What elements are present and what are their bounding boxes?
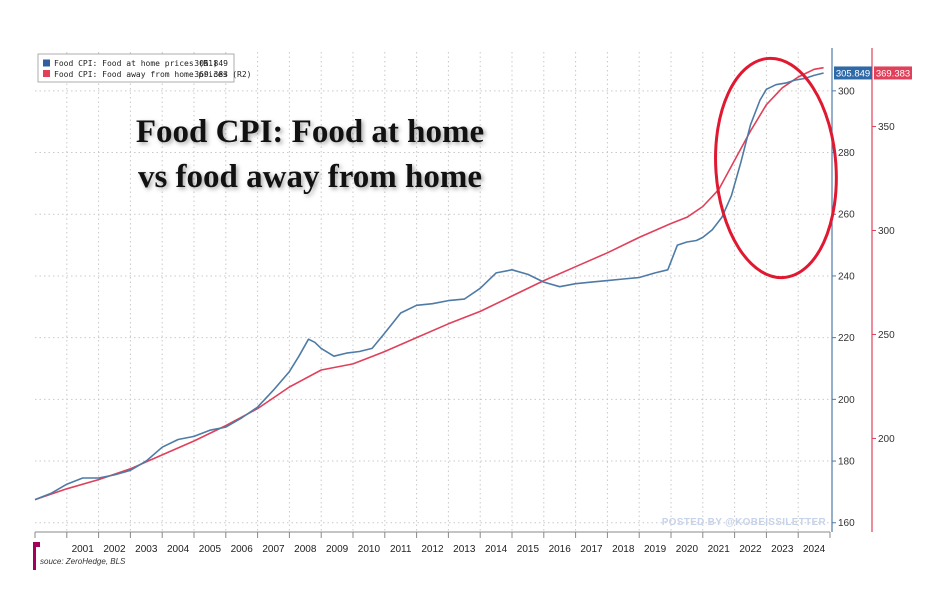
r2-tick-label: 350	[878, 122, 895, 133]
watermark: POSTED BY @KOBEISSILETTER	[662, 517, 827, 528]
chart-svg: 2001 2002 2003 2004 2005 2006 2007 2008 2009 2010…	[0, 0, 950, 594]
chart-title: Food CPI: Food at home vs food away from…	[136, 114, 484, 195]
r1-tick-label: 240	[838, 271, 855, 282]
r2-tick-label: 250	[878, 330, 895, 341]
x-tick-label: 2022	[739, 544, 762, 555]
x-tick-label: 2005	[199, 544, 222, 555]
x-tick-label: 2018	[612, 544, 635, 555]
x-tick-label: 2021	[708, 544, 731, 555]
last-value-text-food-at-home: 305.849	[836, 68, 870, 79]
x-tick-label: 2003	[135, 544, 158, 555]
r1-tick-label: 160	[838, 518, 855, 529]
chart: 2001 2002 2003 2004 2005 2006 2007 2008 2009 2010…	[0, 0, 950, 594]
legend-swatch-food-away	[43, 70, 50, 77]
x-tick-label: 2006	[231, 544, 254, 555]
chart-title-line-2: vs food away from home	[138, 159, 482, 195]
x-tick-label: 2009	[326, 544, 349, 555]
r1-tick-label: 180	[838, 457, 855, 468]
x-tick-label: 2012	[421, 544, 444, 555]
x-tick-label: 2007	[262, 544, 285, 555]
r1-tick-label: 300	[838, 86, 855, 97]
legend-value-food-away: 369.383	[194, 70, 228, 79]
r1-tick-label: 260	[838, 210, 855, 221]
r1-tick-label: 200	[838, 395, 855, 406]
last-value-text-food-away: 369.383	[876, 68, 910, 79]
x-tick-label: 2010	[358, 544, 381, 555]
legend-label-food-at-home: Food CPI: Food at home prices (R1)	[54, 59, 218, 68]
x-tick-label: 2020	[676, 544, 699, 555]
x-tick-label: 2004	[167, 544, 190, 555]
legend-value-food-at-home: 305.849	[194, 59, 228, 68]
highlight-ellipse	[708, 54, 843, 281]
x-tick-label: 2014	[485, 544, 508, 555]
x-tick-label: 2008	[294, 544, 317, 555]
x-tick-label: 2023	[771, 544, 794, 555]
r2-tick-label: 200	[878, 434, 895, 445]
x-tick-label: 2001	[72, 544, 95, 555]
legend-swatch-food-at-home	[43, 60, 50, 67]
x-tick-label: 2016	[549, 544, 572, 555]
r1-tick-label: 220	[838, 333, 855, 344]
x-tick-label: 2019	[644, 544, 667, 555]
x-tick-label: 2024	[803, 544, 826, 555]
legend: Food CPI: Food at home prices (R1) 305.8…	[38, 54, 251, 82]
r1-tick-label: 280	[838, 148, 855, 159]
r2-tick-label: 300	[878, 226, 895, 237]
x-tick-label: 2011	[390, 544, 412, 555]
x-tick-label: 2015	[517, 544, 540, 555]
x-tick-label: 2017	[580, 544, 603, 555]
source-marker-dot	[33, 542, 40, 547]
x-tick-label: 2013	[453, 544, 476, 555]
x-tick-label: 2002	[103, 544, 126, 555]
chart-title-line-1: Food CPI: Food at home	[136, 114, 484, 150]
source-note: souce: ZeroHedge, BLS	[40, 557, 126, 566]
